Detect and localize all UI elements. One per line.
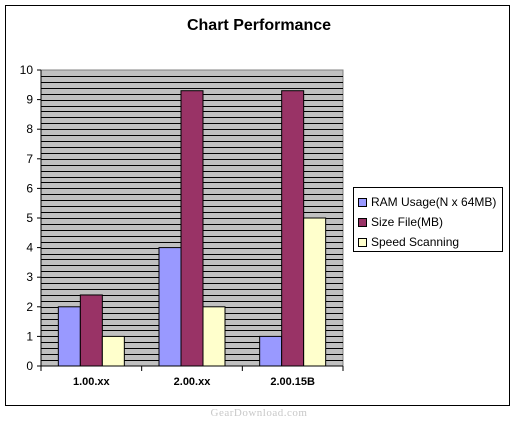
bar: [281, 90, 305, 367]
legend-swatch: [358, 197, 367, 207]
bar: [158, 247, 182, 367]
legend-swatch: [358, 237, 367, 247]
y-tick-label: 1: [26, 329, 33, 343]
y-tick-label: 0: [26, 359, 33, 373]
x-category-labels: 1.00.xx 2.00.xx 2.00.15B: [73, 376, 315, 388]
legend-label: Size File(MB): [371, 215, 444, 229]
y-tick-label: 4: [26, 241, 33, 255]
y-tick-label: 7: [26, 152, 33, 166]
y-tick-label: 5: [26, 211, 33, 225]
y-tick-label: 9: [26, 93, 33, 107]
y-tick-labels: 0 1 2 3 4 5 6 7 8 9 10: [20, 63, 34, 373]
chart-title: Chart Performance: [186, 17, 332, 34]
y-tick-label: 3: [26, 270, 33, 284]
y-tick-label: 8: [26, 122, 33, 136]
legend-item: Speed Scanning: [358, 232, 502, 252]
y-tick-label: 6: [26, 181, 33, 195]
bar: [79, 294, 103, 367]
legend-label: RAM Usage(N x 64MB): [371, 195, 497, 209]
bar: [101, 335, 125, 367]
legend-swatch: [358, 217, 367, 227]
axes: [37, 69, 344, 371]
x-category-label: 1.00.xx: [73, 376, 111, 388]
bar: [180, 90, 204, 367]
x-category-label: 2.00.15B: [270, 376, 315, 388]
x-category-label: 2.00.xx: [174, 376, 212, 388]
legend-label: Speed Scanning: [371, 235, 460, 249]
chart-legend: RAM Usage(N x 64MB) Size File(MB) Speed Sc…: [353, 187, 503, 252]
bar: [57, 306, 81, 367]
legend-item: Size File(MB): [358, 212, 502, 232]
legend-item: RAM Usage(N x 64MB): [358, 192, 502, 212]
bar: [303, 217, 327, 367]
bar: [259, 335, 283, 367]
y-tick-label: 10: [20, 63, 34, 77]
y-tick-label: 2: [26, 300, 33, 314]
bars: [57, 90, 327, 367]
bar: [202, 306, 226, 367]
watermark: GearDownload.com: [210, 407, 308, 419]
